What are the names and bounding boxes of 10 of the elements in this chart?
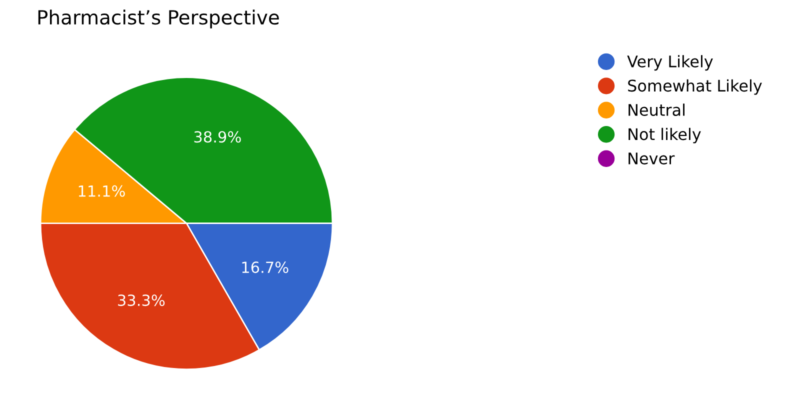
legend-label: Very Likely	[627, 55, 713, 71]
data-label: 33.3%	[118, 294, 165, 306]
legend-label: Neutral	[628, 104, 684, 116]
data-label: 38.9%	[194, 131, 241, 143]
legend-label: Not likely	[628, 128, 701, 144]
data-label: 16.7%	[242, 262, 288, 274]
legend-label: Never	[628, 152, 675, 164]
data-label: 11.1%	[78, 185, 125, 197]
chart-title: Pharmacist’s Perspective	[38, 10, 279, 28]
legend-label: Somewhat Likely	[628, 79, 762, 95]
